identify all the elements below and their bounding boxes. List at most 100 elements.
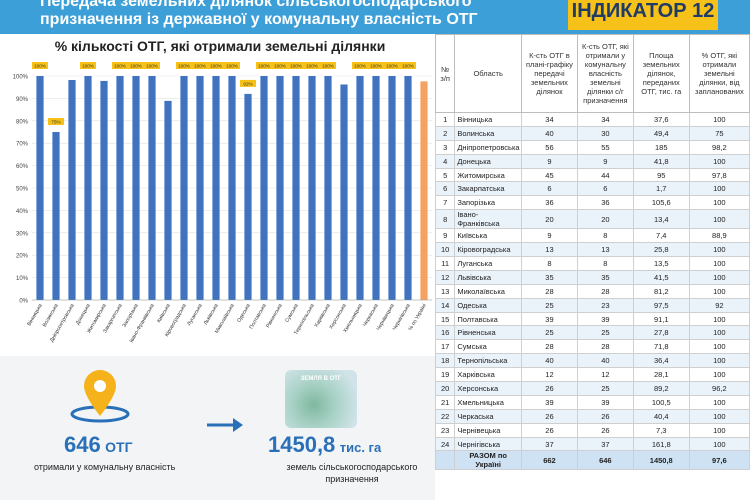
- bar: [116, 76, 124, 300]
- indicator-badge: ІНДИКАТОР 12: [568, 0, 718, 30]
- table-header-cell: % ОТГ, які отримали земельні ділянки, ві…: [688, 34, 750, 113]
- data-label-bg: [304, 62, 320, 69]
- data-label-bg: [320, 62, 336, 69]
- table-header-cell: Область: [454, 34, 522, 113]
- data-label: 100%: [370, 64, 382, 69]
- table-cell: 12: [434, 269, 456, 285]
- table-row: 18 Тернопільська 40 40 36,4 100: [434, 353, 750, 369]
- table-cell: 24: [434, 436, 456, 452]
- data-label: 100%: [146, 64, 158, 69]
- table-cell: Тернопільська: [454, 353, 522, 369]
- table-cell: 45: [521, 167, 578, 183]
- bar: [68, 80, 76, 300]
- table-cell: 25: [521, 297, 578, 313]
- bar: [228, 76, 236, 300]
- bar: [308, 76, 316, 300]
- table-cell: 100: [688, 422, 750, 438]
- table-cell: 39: [521, 394, 578, 410]
- table-cell: 40: [521, 353, 578, 369]
- table-cell: 41,8: [632, 153, 690, 169]
- table-cell: 39: [521, 311, 578, 327]
- bar: [372, 76, 380, 300]
- x-tick-label: Вінницька: [26, 303, 43, 327]
- table-cell: 35: [521, 269, 578, 285]
- table-cell: 97,8: [688, 167, 750, 183]
- bar: [324, 76, 332, 300]
- table-cell: 13: [576, 242, 634, 258]
- table-cell: 4: [434, 153, 456, 169]
- table-cell: 39: [576, 311, 634, 327]
- bar: [212, 76, 220, 300]
- data-label: 100%: [114, 64, 126, 69]
- data-label-bg: [352, 62, 368, 69]
- data-label-bg: [240, 79, 256, 87]
- table-cell: 8: [576, 256, 634, 271]
- table-cell: 8: [521, 256, 578, 271]
- table-cell: Волинська: [454, 125, 522, 141]
- table-total-cell: 1450,8: [632, 450, 690, 471]
- table-cell: 89,2: [632, 381, 690, 396]
- table-cell: 88,9: [688, 228, 750, 244]
- table-cell: 100: [688, 269, 750, 285]
- table-cell: Одеська: [454, 297, 522, 313]
- table-cell: 12: [521, 367, 578, 383]
- y-tick-label: 60%: [16, 164, 29, 170]
- area-unit: тис. га: [339, 440, 382, 455]
- data-label-bg: [224, 62, 240, 69]
- table-cell: 5: [434, 167, 456, 183]
- table-cell: 23: [576, 297, 634, 313]
- table-cell: Закарпатська: [454, 181, 522, 197]
- y-tick-label: 10%: [16, 276, 29, 282]
- bar: [420, 81, 428, 300]
- arrow-right-icon: [207, 418, 243, 432]
- table-cell: 9: [521, 228, 578, 244]
- bar: [388, 76, 396, 300]
- table-row: 4 Донецька 9 9 41,8 100: [434, 153, 750, 169]
- table-cell: Івано-Франківська: [454, 209, 522, 230]
- table-row: 6 Закарпатська 6 6 1,7 100: [434, 181, 750, 197]
- table-cell: 13: [521, 242, 578, 258]
- table-cell: Харківська: [454, 367, 522, 383]
- table-cell: 25: [576, 381, 634, 396]
- data-label: 100%: [386, 64, 398, 69]
- table-row: 15 Полтавська 39 39 91,1 100: [434, 311, 750, 327]
- bar: [148, 76, 156, 300]
- bar: [180, 76, 188, 300]
- table-cell: 28: [521, 339, 578, 355]
- table-cell: 40: [521, 125, 578, 141]
- table-cell: Рівненська: [454, 325, 522, 341]
- data-label: 100%: [258, 64, 270, 69]
- area-caption-1: земель сільськогосподарського: [286, 462, 418, 472]
- table-cell: 100: [688, 325, 750, 341]
- table-cell: 26: [521, 408, 578, 424]
- table-cell: 28: [576, 283, 634, 299]
- table-row: 5 Житомирська 45 44 95 97,8: [434, 167, 750, 183]
- table-total-cell: 662: [521, 450, 578, 471]
- table-cell: 161,8: [632, 436, 690, 452]
- data-label-bg: [256, 62, 272, 69]
- land-in-otg-image: ЗЕМЛЯ В ОТГ: [285, 370, 357, 428]
- table-cell: 34: [521, 112, 578, 127]
- data-label: 100%: [306, 64, 318, 69]
- table-cell: 13,4: [632, 209, 690, 230]
- table-cell: 100: [688, 408, 750, 424]
- data-label-bg: [192, 62, 208, 69]
- data-label-bg: [128, 62, 144, 69]
- table-row: 11 Луганська 8 8 13,5 100: [434, 256, 750, 271]
- data-label-bg: [272, 62, 288, 69]
- data-label: 100%: [130, 64, 142, 69]
- table-cell: Чернігівська: [454, 436, 522, 452]
- data-label: 100%: [194, 64, 206, 69]
- table-cell: 34: [576, 112, 634, 127]
- table-cell: 28: [576, 339, 634, 355]
- data-label: 100%: [402, 64, 414, 69]
- table-cell: Миколаївська: [454, 283, 522, 299]
- table-row: 10 Кіровоградська 13 13 25,8 100: [434, 242, 750, 258]
- table-cell: Полтавська: [454, 311, 522, 327]
- table-cell: Донецька: [454, 153, 522, 169]
- table-cell: 26: [576, 422, 634, 438]
- table-cell: Львівська: [454, 269, 522, 285]
- bar: [244, 93, 252, 300]
- table-cell: 100: [688, 394, 750, 410]
- table-cell: 7: [434, 195, 456, 211]
